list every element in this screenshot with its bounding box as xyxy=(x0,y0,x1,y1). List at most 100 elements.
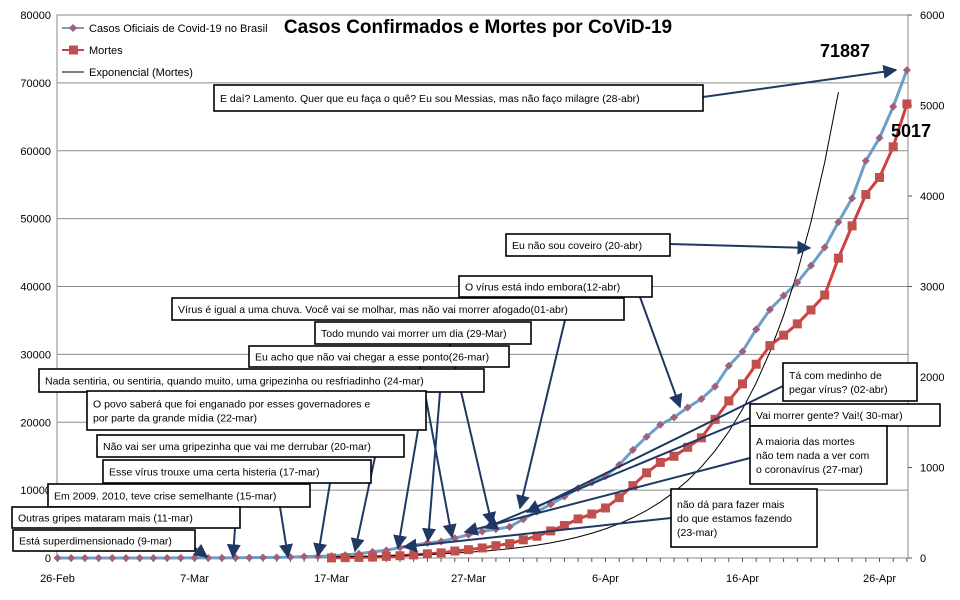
annotation-text: Tá com medinho de xyxy=(789,370,882,382)
annotation-arrow xyxy=(639,296,683,409)
cases-point xyxy=(793,278,802,287)
cases-point xyxy=(738,347,747,356)
annotation-box xyxy=(505,233,671,257)
deaths-point xyxy=(614,493,624,503)
cases-point xyxy=(135,553,144,562)
x-tick-label: 7-Mar xyxy=(180,573,209,585)
annotation-text: não dá para fazer mais xyxy=(677,499,784,511)
deaths-point xyxy=(683,442,693,452)
x-axis: 26-Feb 7-Mar 17-Mar 27-Mar 6-Apr 16-Apr 26-Apr xyxy=(40,558,908,585)
x-tick-label: 26-Apr xyxy=(863,573,896,585)
deaths-point xyxy=(422,549,432,559)
annotation-text: Nada sentiria, ou sentiria, quando muito… xyxy=(45,376,424,388)
deaths-point xyxy=(601,503,610,513)
annotation-box xyxy=(782,362,918,402)
deaths-point xyxy=(888,142,898,152)
annotation-text: Vírus é igual a uma chuva. Você vai se m… xyxy=(178,304,568,316)
left-y-tick-label: 70000 xyxy=(20,78,51,90)
deaths-point xyxy=(724,396,734,406)
deaths-point xyxy=(409,550,419,560)
cases-point xyxy=(122,553,130,562)
annotation-arrows xyxy=(192,64,898,559)
x-tick-label: 17-Mar xyxy=(314,573,349,585)
deaths-point xyxy=(820,290,830,300)
cases-point xyxy=(807,261,815,270)
annotation-text: Eu não sou coveiro (20-abr) xyxy=(512,240,642,252)
annotation-box xyxy=(86,390,427,431)
right-y-tick-label: 3000 xyxy=(920,282,944,294)
deaths-point xyxy=(628,481,638,491)
annotation-box xyxy=(749,425,888,485)
cases-point xyxy=(163,553,172,562)
cases-point xyxy=(300,552,309,561)
annotation-arrow xyxy=(483,417,751,530)
cases-point xyxy=(272,553,281,562)
deaths-point xyxy=(340,553,350,563)
annotation-box xyxy=(11,506,241,529)
deaths-point xyxy=(395,551,405,561)
cases-point xyxy=(902,66,911,75)
cases-point xyxy=(505,522,514,531)
annotation-box xyxy=(248,345,510,368)
annotation-text: Não vai ser uma gripezinha que vai me de… xyxy=(103,441,371,453)
legend: Casos Oficiais de Covid-19 no Brasil Mort… xyxy=(62,23,268,79)
annotation-box xyxy=(102,459,372,484)
deaths-point xyxy=(738,379,747,389)
cases-point xyxy=(820,243,829,252)
cases-point xyxy=(67,553,76,562)
cases-point xyxy=(259,553,267,562)
x-tick-label: 6-Apr xyxy=(592,573,619,585)
cases-point xyxy=(711,382,720,391)
cases-point xyxy=(670,413,678,422)
right-y-tick-label: 2000 xyxy=(920,372,944,384)
annotation-text: (23-mar) xyxy=(677,527,717,539)
annotation-text: Outras gripes mataram mais (11-mar) xyxy=(18,513,193,525)
x-tick-label: 16-Apr xyxy=(726,573,759,585)
cases-point xyxy=(875,133,884,142)
annotation-arrow xyxy=(313,482,331,558)
annotation-text: Eu acho que não vai chegar a esse ponto(… xyxy=(255,352,489,364)
cases-point xyxy=(642,432,651,441)
cases-point xyxy=(176,553,185,562)
deaths-point xyxy=(368,552,378,562)
annotation-arrow xyxy=(402,517,672,553)
cases-point xyxy=(656,420,665,429)
cases-point xyxy=(94,553,103,562)
annotation-boxes: E daí? Lamento. Quer que eu faça o quê? … xyxy=(11,84,941,552)
cases-point xyxy=(149,553,158,562)
right-y-tick-label: 6000 xyxy=(920,10,944,22)
annotation-arrow xyxy=(669,240,812,255)
deaths-point xyxy=(436,548,446,558)
annotation-text: Todo mundo vai morrer um dia (29-Mar) xyxy=(321,328,507,340)
cases-point xyxy=(628,445,637,454)
deaths-point xyxy=(847,221,857,231)
annotation-arrow xyxy=(463,457,751,536)
deaths-point xyxy=(559,521,569,531)
value-callout: 5017 xyxy=(891,121,931,141)
annotation-box xyxy=(458,275,653,298)
right-y-tick-label: 4000 xyxy=(920,191,944,203)
annotation-text: E daí? Lamento. Quer que eu faça o quê? … xyxy=(220,93,640,105)
annotation-box xyxy=(670,488,818,548)
deaths-point xyxy=(477,543,487,553)
chart-title: Casos Confirmados e Mortes por CoViD-19 xyxy=(284,17,672,38)
cases-point xyxy=(53,553,62,562)
deaths-point xyxy=(833,253,843,263)
legend-swatch-marker xyxy=(69,24,77,32)
legend-entry-label: Exponencial (Mortes) xyxy=(89,67,193,79)
deaths-point xyxy=(751,359,761,369)
cases-point xyxy=(752,325,761,334)
deaths-point xyxy=(655,457,665,467)
deaths-point xyxy=(327,553,336,563)
right-y-tick-label: 0 xyxy=(920,553,926,565)
cases-point xyxy=(108,553,117,562)
left-y-tick-label: 10000 xyxy=(20,485,51,497)
value-callout: 71887 xyxy=(820,41,870,61)
x-tick-label: 27-Mar xyxy=(451,573,486,585)
deaths-point xyxy=(861,190,871,200)
series-layer xyxy=(53,66,912,563)
deaths-point xyxy=(491,541,501,551)
left-y-tick-label: 50000 xyxy=(20,214,51,226)
